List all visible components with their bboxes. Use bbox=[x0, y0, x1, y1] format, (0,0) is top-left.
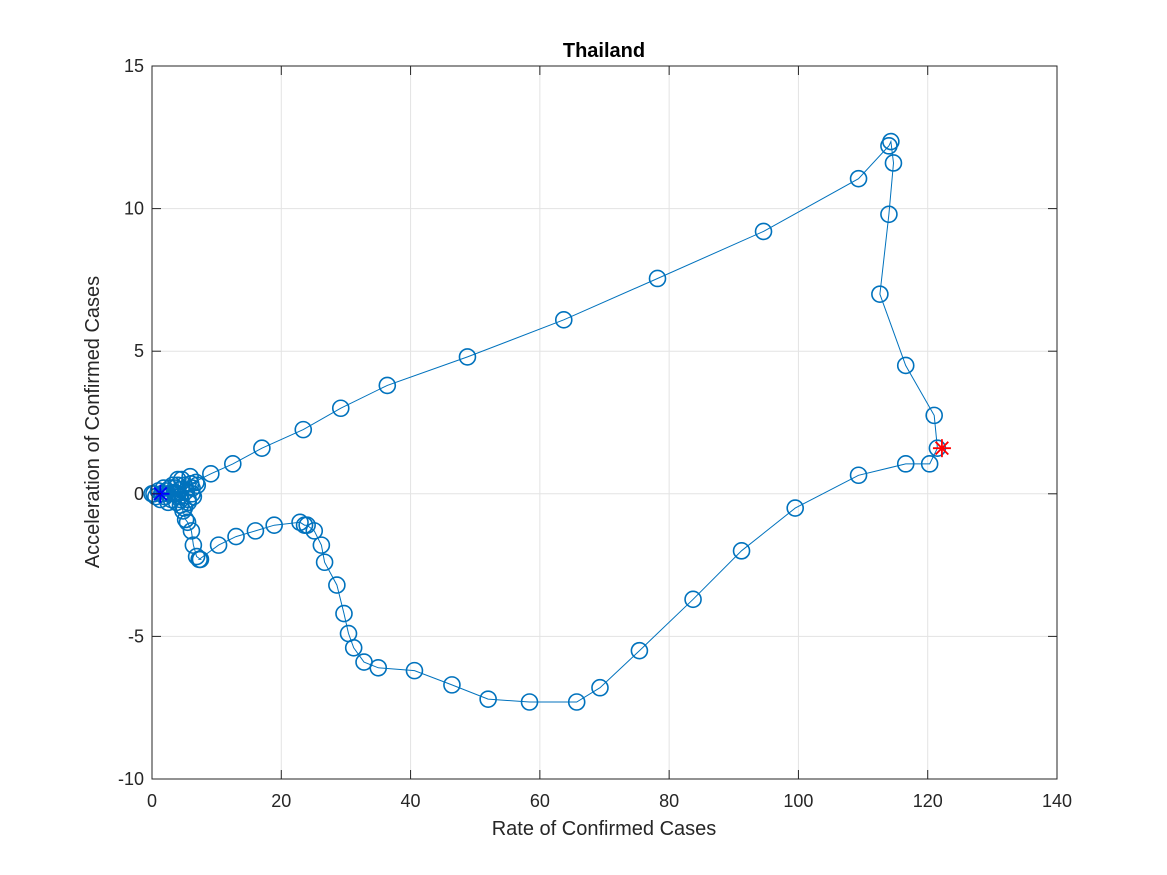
x-tick-label: 40 bbox=[401, 791, 421, 811]
x-tick-label: 20 bbox=[271, 791, 291, 811]
data-point bbox=[369, 658, 388, 677]
data-point bbox=[554, 311, 573, 329]
data-point bbox=[880, 205, 898, 224]
tick-labels: 0 20 40 60 80 100 120 140 -10 -5 0 5 10 15 bbox=[118, 56, 1072, 811]
data-point bbox=[458, 348, 477, 366]
data-point bbox=[174, 502, 192, 520]
data-point bbox=[754, 222, 773, 241]
data-point bbox=[294, 420, 313, 439]
y-tick-label: 10 bbox=[124, 199, 144, 219]
data-point bbox=[315, 553, 334, 572]
x-axis-label: Rate of Confirmed Cases bbox=[492, 818, 717, 840]
data-point bbox=[246, 522, 265, 540]
data-point bbox=[331, 399, 350, 418]
data-point bbox=[479, 690, 497, 708]
end-marker bbox=[932, 439, 951, 458]
data-point bbox=[591, 678, 609, 697]
data-point bbox=[227, 527, 245, 546]
x-tick-label: 140 bbox=[1042, 791, 1072, 811]
plot-area bbox=[143, 132, 951, 711]
data-point bbox=[378, 376, 397, 395]
data-point bbox=[567, 693, 586, 711]
data-point bbox=[344, 639, 363, 657]
data-point bbox=[178, 513, 197, 532]
data-point bbox=[224, 455, 242, 473]
data-point bbox=[684, 590, 702, 609]
data-point bbox=[335, 604, 353, 623]
x-tick-label: 80 bbox=[659, 791, 679, 811]
data-point bbox=[190, 550, 208, 569]
data-point bbox=[187, 547, 206, 566]
data-point bbox=[520, 693, 539, 711]
data-point bbox=[849, 466, 868, 485]
data-point bbox=[648, 269, 667, 288]
data-point bbox=[209, 536, 228, 554]
data-point bbox=[202, 465, 220, 483]
data-point bbox=[630, 641, 649, 660]
data-point bbox=[176, 510, 195, 529]
data-point bbox=[265, 516, 283, 534]
data-point bbox=[920, 455, 939, 473]
x-tick-label: 60 bbox=[530, 791, 550, 811]
data-point bbox=[165, 483, 184, 502]
data-point bbox=[732, 542, 751, 560]
data-point bbox=[896, 455, 915, 473]
y-tick-label: 5 bbox=[134, 341, 144, 361]
data-point bbox=[405, 661, 424, 680]
y-axis-label: Acceleration of Confirmed Cases bbox=[82, 276, 104, 568]
data-point bbox=[443, 676, 461, 694]
data-point bbox=[169, 470, 187, 489]
y-tick-label: -10 bbox=[118, 769, 144, 789]
y-tick-label: -5 bbox=[128, 626, 144, 646]
data-point bbox=[896, 356, 915, 375]
data-point bbox=[849, 169, 868, 188]
data-point bbox=[871, 285, 889, 303]
data-point bbox=[182, 522, 201, 540]
axes bbox=[151, 65, 1058, 780]
y-tick-label: 0 bbox=[134, 484, 144, 504]
data-point bbox=[312, 536, 331, 554]
data-point bbox=[880, 137, 898, 155]
x-tick-label: 100 bbox=[783, 791, 813, 811]
data-point bbox=[786, 499, 804, 517]
data-point bbox=[181, 475, 200, 493]
x-tick-label: 0 bbox=[147, 791, 157, 811]
end-marker-stroke bbox=[934, 441, 949, 456]
data-point bbox=[253, 439, 271, 457]
axes-box bbox=[151, 65, 1058, 780]
y-tick-label: 15 bbox=[124, 56, 144, 76]
data-point bbox=[328, 576, 346, 594]
data-point bbox=[884, 154, 903, 172]
data-point bbox=[305, 522, 324, 540]
chart-title: Thailand bbox=[563, 40, 645, 62]
data-point bbox=[925, 406, 943, 425]
x-tick-label: 120 bbox=[913, 791, 943, 811]
data-point bbox=[188, 476, 207, 495]
